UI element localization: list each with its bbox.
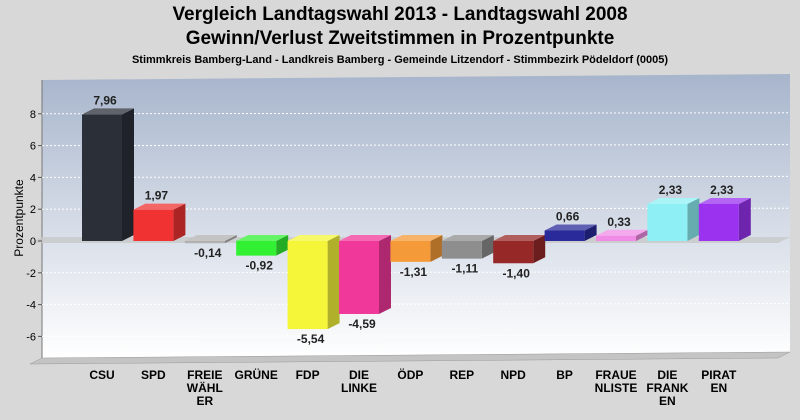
bar-side [173,203,186,241]
bar-front [287,241,328,330]
bar-side [224,235,237,244]
bar-front [647,203,688,241]
bar-top [698,197,751,204]
category-label: FRAUE NLISTE [594,368,638,395]
category-label: PIRAT EN [701,368,737,395]
gridline [41,175,791,178]
chart-title-line2: Gewinn/Verlust Zweitstimmen in Prozentpu… [185,28,615,49]
gridline [41,144,791,147]
bar-7: -1,11 [441,235,494,276]
bar-front [133,209,174,241]
y-tick-label: 6 [30,141,36,153]
bar-front [493,241,534,264]
chart-subtitle: Stimmkreis Bamberg-Land - Landkreis Bamb… [131,54,669,66]
bar-4: -5,54 [287,235,340,346]
category-label: SPD [141,368,166,382]
category-label: GRÜNE [234,368,278,382]
bar-top [596,229,648,236]
bar-side [738,197,751,241]
value-label: -4,59 [348,317,376,331]
category-label: CSU [89,368,115,382]
value-label: 7,96 [93,93,117,107]
y-tick-label: 4 [30,172,36,184]
gridline [41,112,791,115]
bar-front [596,235,636,241]
value-label: -0,14 [194,246,222,260]
plot-floor [29,351,791,365]
bar-front [236,241,277,256]
bar-front [339,241,379,314]
bar-5: -4,59 [339,235,391,331]
bar-12: 2,33 [698,183,751,241]
y-tick-label: -6 [26,331,36,343]
bar-top [236,235,289,241]
bar-side [584,224,597,241]
bar-2: -0,14 [184,235,237,260]
bar-top [390,235,443,241]
bar-8: -1,40 [493,235,546,280]
bar-side [430,235,443,262]
value-label: 1,97 [145,189,169,203]
category-label: DIE FRANK EN [646,368,689,408]
value-label: 0,33 [607,215,631,229]
value-label: -1,40 [503,266,531,280]
bar-side [481,235,494,259]
bar-0: 7,96 [82,93,134,241]
bar-side [276,235,289,256]
value-label: 2,33 [659,183,683,197]
bar-front [184,241,225,244]
category-label: BP [556,368,573,382]
bar-side [122,108,134,241]
y-tick-label: 0 [30,236,36,248]
bar-3: -0,92 [236,235,289,273]
bar-side [379,235,391,314]
chart-title-line1: Vergleich Landtagswahl 2013 - Landtagswa… [172,4,628,25]
category-label: REP [449,368,475,382]
bar-top [647,197,700,204]
y-tick-label: -4 [26,300,36,312]
bar-top [184,235,237,241]
category-label: FREIE WÄHL ER [186,368,223,408]
y-tick-label: 8 [30,109,36,121]
bar-1: 1,97 [133,189,186,241]
value-label: 2,33 [710,183,734,197]
gridline [41,303,791,306]
bar-top [441,235,494,241]
bar-side [533,235,546,264]
bar-front [698,203,739,241]
bar-front [82,114,122,241]
value-label: -5,54 [297,332,325,346]
bar-front [390,241,431,262]
bar-side [687,197,700,241]
category-label: FDP [295,368,320,382]
value-label: -1,11 [451,262,478,276]
gridline [41,271,791,274]
bar-top [133,203,186,210]
category-label: ÖDP [397,368,424,382]
value-label: 0,66 [556,210,580,224]
bar-11: 2,33 [647,183,700,241]
gridline [41,334,791,337]
bar-top [339,235,391,241]
bar-top [287,235,340,241]
bar-9: 0,66 [544,210,597,241]
y-tick-label: -2 [26,268,36,280]
bar-6: -1,31 [390,235,443,279]
y-tick-label: 2 [30,204,36,216]
bar-front [544,230,585,241]
category-label: NPD [500,368,526,382]
value-label: -0,92 [246,259,274,273]
bar-side [636,229,648,241]
category-label: DIE LINKE [341,368,377,395]
bar-10: 0,33 [596,215,648,241]
bar-top [82,108,134,115]
bar-top [493,235,546,241]
bar-front [441,241,482,259]
bar-top [544,224,597,231]
value-label: -1,31 [400,265,428,279]
bar-side [327,235,340,330]
